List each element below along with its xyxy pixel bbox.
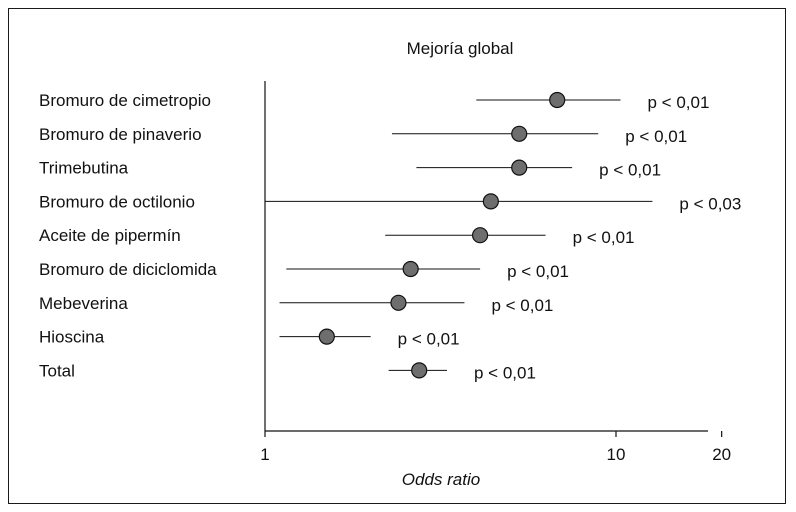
chart-title: Mejoría global	[407, 39, 514, 58]
odds-ratio-point	[482, 193, 499, 210]
row-label: Bromuro de diciclomida	[39, 260, 217, 279]
p-value-label: p < 0,03	[679, 194, 741, 213]
row-label: Bromuro de octilonio	[39, 192, 195, 211]
row-label: Trimebutina	[39, 159, 129, 178]
row-label: Bromuro de pinaverio	[39, 125, 202, 144]
p-value-label: p < 0,01	[474, 363, 536, 382]
odds-ratio-point	[511, 159, 528, 176]
x-tick-label: 1	[260, 445, 269, 464]
p-value-label: p < 0,01	[648, 93, 710, 112]
odds-ratio-point	[411, 362, 428, 379]
odds-ratio-point	[471, 227, 489, 244]
odds-ratio-point	[318, 328, 335, 345]
row-label: Bromuro de cimetropio	[39, 91, 211, 110]
row-label: Mebeverina	[39, 294, 128, 313]
x-axis-label: Odds ratio	[402, 470, 480, 489]
forest-row: Aceite de pipermín p < 0,01	[39, 226, 634, 247]
chart-frame	[8, 8, 786, 504]
odds-ratio-point	[390, 294, 407, 311]
forest-row: Total p < 0,01	[39, 361, 536, 382]
forest-row: Hioscina p < 0,01	[39, 328, 460, 349]
forest-row: Mebeverina p < 0,01	[39, 294, 553, 315]
odds-ratio-point	[549, 91, 566, 109]
x-tick-label: 10	[607, 445, 626, 464]
forest-row: Bromuro de octilonio p < 0,03	[39, 192, 741, 213]
odds-ratio-point	[402, 260, 419, 278]
row-label: Aceite de pipermín	[39, 226, 181, 245]
forest-row: Bromuro de cimetropio p < 0,01	[39, 91, 709, 112]
p-value-label: p < 0,01	[491, 296, 553, 315]
p-value-label: p < 0,01	[507, 262, 569, 281]
row-label: Total	[39, 361, 75, 380]
x-tick-label: 20	[712, 445, 731, 464]
row-label: Hioscina	[39, 328, 105, 347]
p-value-label: p < 0,01	[573, 228, 635, 247]
forest-row: Trimebutina p < 0,01	[39, 159, 661, 180]
p-value-label: p < 0,01	[398, 330, 460, 349]
forest-row: Bromuro de diciclomida p < 0,01	[39, 260, 569, 281]
p-value-label: p < 0,01	[625, 127, 687, 146]
odds-ratio-point	[511, 125, 528, 142]
p-value-label: p < 0,01	[599, 161, 661, 180]
forest-row: Bromuro de pinaverio p < 0,01	[39, 125, 687, 146]
